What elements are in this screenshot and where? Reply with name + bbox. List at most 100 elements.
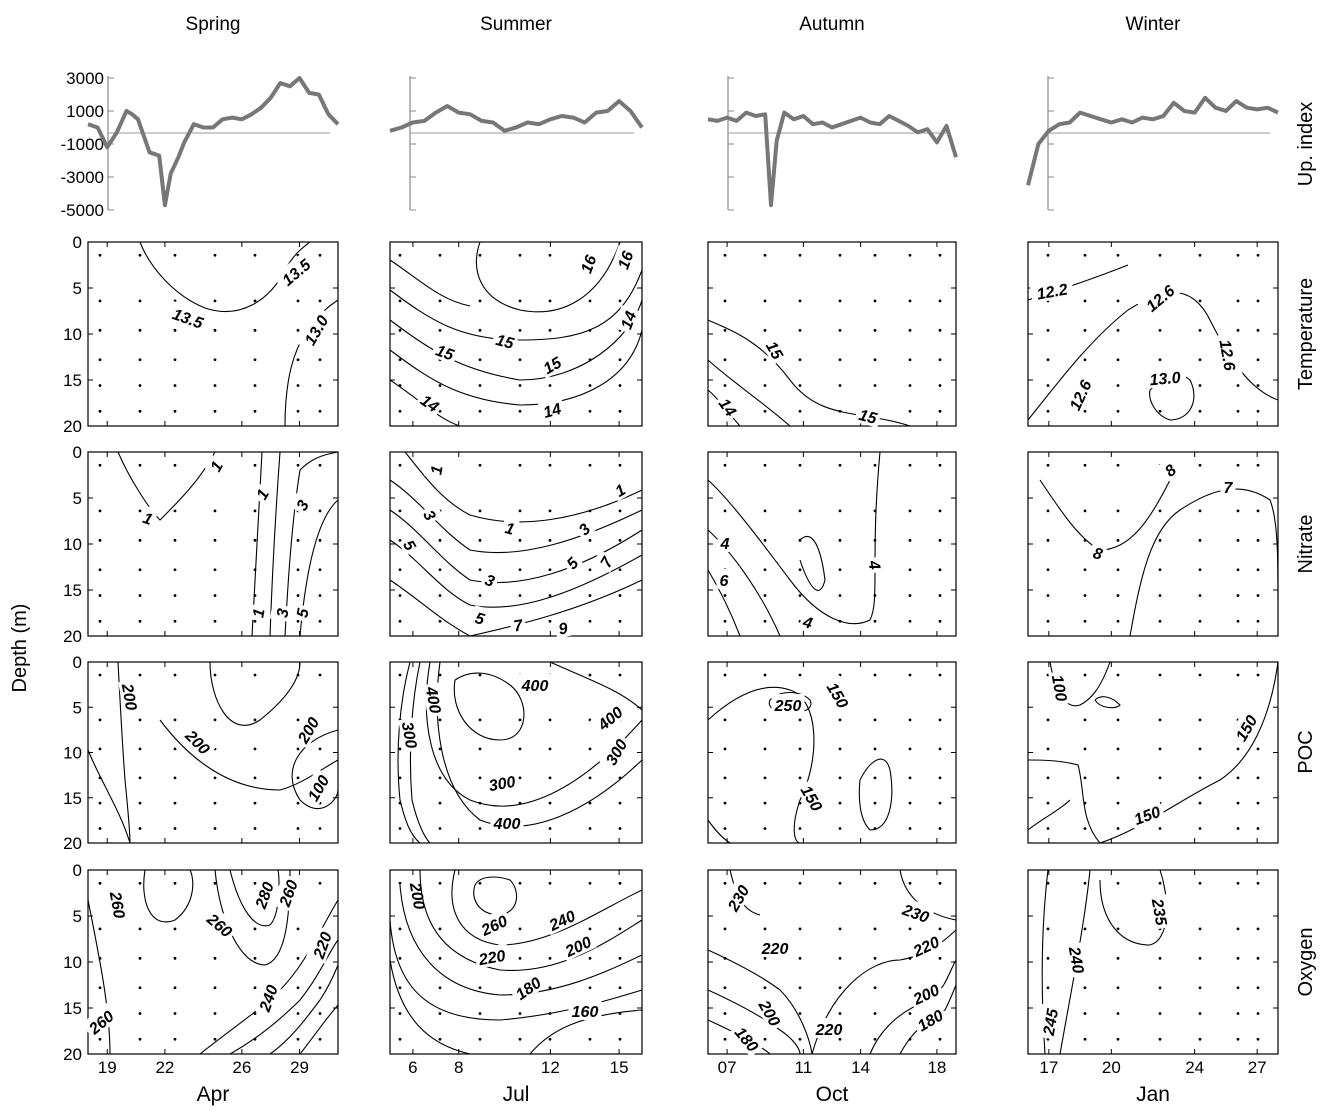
- contour-label-text: 8: [1091, 545, 1104, 564]
- date-tick-label: 22: [155, 1058, 174, 1077]
- sample-dot: [1236, 509, 1240, 513]
- sample-dot: [1158, 718, 1162, 722]
- sample-dot: [838, 328, 842, 332]
- contour-label-text: 15: [857, 407, 880, 428]
- sample-dot: [1256, 986, 1260, 990]
- sample-dot: [1198, 956, 1202, 960]
- sample-dot: [838, 509, 842, 513]
- sample-dot: [1083, 253, 1087, 257]
- contour-label-text: 14: [542, 401, 564, 422]
- panel-oxygen-winter: 235 240 245: [1027, 869, 1279, 1055]
- sample-dot: [763, 594, 767, 597]
- date-tick-label: 17: [1039, 1058, 1058, 1077]
- sample-dot: [1256, 827, 1260, 830]
- sample-dot: [873, 299, 877, 303]
- sample-dot: [1198, 594, 1202, 597]
- depth-tick-label: 20: [63, 417, 82, 436]
- panel-temperature-spring: 13.5 13.5 13.0: [87, 241, 339, 427]
- contour-label-bg: [248, 875, 279, 914]
- sample-dot: [618, 463, 622, 467]
- sample-dot: [213, 538, 217, 542]
- sample-dot: [1236, 463, 1240, 467]
- sample-dot: [763, 509, 767, 513]
- sample-dot: [173, 927, 177, 931]
- date-tick-label: 20: [1102, 1058, 1121, 1077]
- sample-dot: [798, 747, 802, 751]
- sample-dot: [908, 881, 912, 885]
- sample-dot: [908, 827, 912, 830]
- sample-dot: [908, 1012, 912, 1015]
- sample-dot: [318, 1012, 322, 1015]
- sample-dot: [1198, 673, 1202, 677]
- sample-dot: [1198, 718, 1202, 722]
- sample-dot: [798, 384, 802, 387]
- sample-dot: [1116, 776, 1120, 780]
- sample-dot: [98, 409, 102, 413]
- sample-dot: [398, 956, 402, 960]
- contour-label: 15: [854, 402, 883, 428]
- sample-dot: [1158, 881, 1162, 885]
- depth-tick-label: 0: [73, 861, 82, 880]
- sample-dot: [588, 463, 592, 467]
- contour-line: [475, 241, 621, 313]
- contour-label-bg: [491, 327, 520, 353]
- contour-label-bg: [479, 567, 501, 592]
- contour-line: [707, 949, 813, 1055]
- sample-dot: [518, 747, 522, 751]
- sample-dot: [588, 384, 592, 387]
- contour-label-bg: [553, 615, 572, 639]
- sample-dot: [398, 594, 402, 597]
- sample-dot: [723, 673, 727, 677]
- sample-dot: [1116, 384, 1120, 387]
- depth-tick-label: 0: [73, 233, 82, 252]
- contour-label: 260: [201, 905, 240, 943]
- contour-label: 15: [536, 349, 567, 379]
- sample-dot: [938, 409, 942, 413]
- sample-dot: [723, 509, 727, 513]
- contour-label: 150: [1228, 708, 1263, 747]
- sample-dot: [1198, 801, 1202, 805]
- sample-dot: [253, 253, 257, 257]
- contour-label-text: 200: [118, 682, 140, 712]
- sample-dot: [518, 881, 522, 885]
- sample-dot: [938, 956, 942, 960]
- contour-label-bg: [252, 978, 283, 1017]
- sample-dot: [1236, 328, 1240, 332]
- sample-dot: [438, 956, 442, 960]
- depth-tick-label: 5: [73, 279, 82, 298]
- contour-label-bg: [1228, 708, 1263, 747]
- contour-label-bg: [1143, 365, 1187, 389]
- sample-dot: [1158, 409, 1162, 413]
- contour-line: [397, 661, 421, 844]
- contour-label-bg: [713, 390, 744, 422]
- sample-dot: [938, 619, 942, 623]
- sample-dot: [398, 568, 402, 572]
- sample-dot: [438, 384, 442, 387]
- sample-dot: [213, 1037, 217, 1041]
- contour-label: 200: [406, 877, 432, 914]
- contour-label-bg: [592, 550, 618, 573]
- sample-dot: [1116, 956, 1120, 960]
- depth-tick-label: 20: [63, 627, 82, 646]
- contour-label-bg: [272, 873, 303, 912]
- sample-dot: [138, 619, 142, 623]
- contour-label-bg: [753, 993, 788, 1032]
- sample-dot: [1116, 568, 1120, 572]
- sample-dot: [618, 299, 622, 303]
- sample-dot: [838, 299, 842, 303]
- sample-dot: [723, 328, 727, 332]
- sample-dot: [938, 253, 942, 257]
- contour-label-bg: [202, 454, 228, 477]
- contour-label-bg: [570, 515, 596, 541]
- sample-dot: [1198, 384, 1202, 387]
- sample-dot: [398, 358, 402, 362]
- contour-label: 200: [753, 993, 788, 1032]
- sample-dot: [763, 538, 767, 542]
- up-index-tick-label: 3000: [66, 69, 104, 88]
- contour-label: 14: [415, 387, 447, 418]
- sample-dot: [908, 328, 912, 332]
- sample-dot: [253, 538, 257, 542]
- contour-line: [1099, 661, 1279, 844]
- sample-dot: [318, 881, 322, 885]
